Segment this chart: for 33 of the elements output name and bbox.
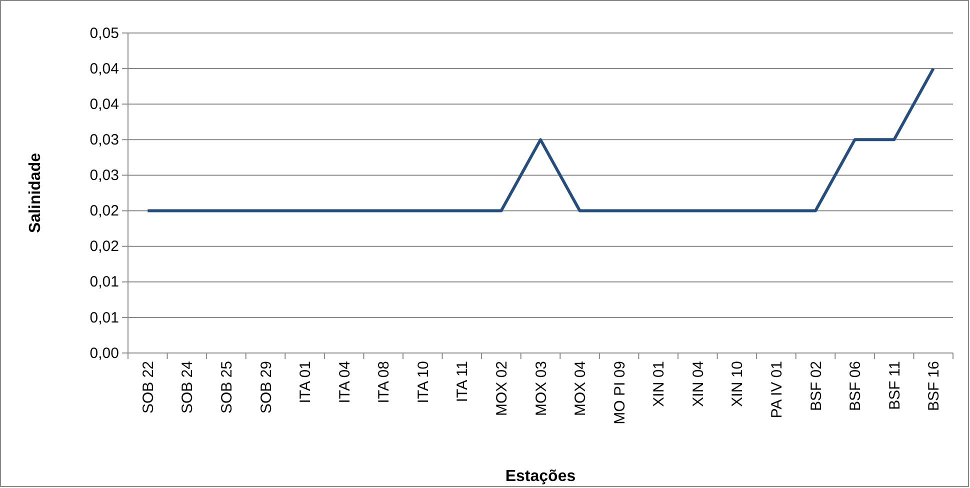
x-tick-label: ITA 10 bbox=[414, 361, 432, 404]
y-tick-label: 0,01 bbox=[90, 309, 119, 326]
x-tick-label: XIN 01 bbox=[650, 361, 668, 407]
x-tick-label: ITA 04 bbox=[336, 361, 354, 404]
y-tick-label: 0,04 bbox=[90, 96, 119, 113]
x-tick-label: BSF 02 bbox=[808, 361, 825, 412]
y-tick-label: 0,03 bbox=[90, 131, 119, 148]
y-tick-label: 0,02 bbox=[90, 238, 119, 256]
x-tick-label: SOB 24 bbox=[179, 361, 196, 414]
x-tick-label: BSF 11 bbox=[886, 361, 904, 410]
x-tick-label: XIN 10 bbox=[729, 361, 746, 407]
x-tick-label: MO PI 09 bbox=[611, 361, 628, 424]
y-tick-label: 0,01 bbox=[90, 274, 119, 291]
y-tick-label: 0,00 bbox=[90, 344, 119, 362]
x-axis-title: Estações bbox=[505, 468, 576, 485]
x-tick-label: MOX 02 bbox=[493, 361, 510, 416]
x-tick-label: SOB 25 bbox=[218, 361, 236, 414]
x-tick-label: ITA 01 bbox=[297, 361, 314, 404]
x-tick-label: PA IV 01 bbox=[768, 361, 786, 418]
x-tick-label: SOB 29 bbox=[258, 361, 275, 414]
y-tick-label: 0,02 bbox=[90, 202, 119, 220]
y-tick-label: 0,05 bbox=[90, 24, 119, 42]
x-tick-label: ITA 11 bbox=[454, 361, 472, 402]
x-tick-label: BSF 16 bbox=[926, 361, 943, 412]
x-tick-label: SOB 22 bbox=[140, 361, 157, 414]
x-tick-label: ITA 08 bbox=[376, 361, 393, 404]
x-tick-label: MOX 04 bbox=[572, 361, 590, 416]
x-tick-label: MOX 03 bbox=[532, 361, 550, 416]
y-tick-label: 0,03 bbox=[90, 167, 119, 184]
x-tick-label: BSF 06 bbox=[847, 361, 864, 412]
y-axis-title: Salinidade bbox=[27, 152, 44, 234]
x-tick-label: XIN 04 bbox=[690, 361, 707, 407]
y-tick-label: 0,04 bbox=[90, 60, 119, 78]
